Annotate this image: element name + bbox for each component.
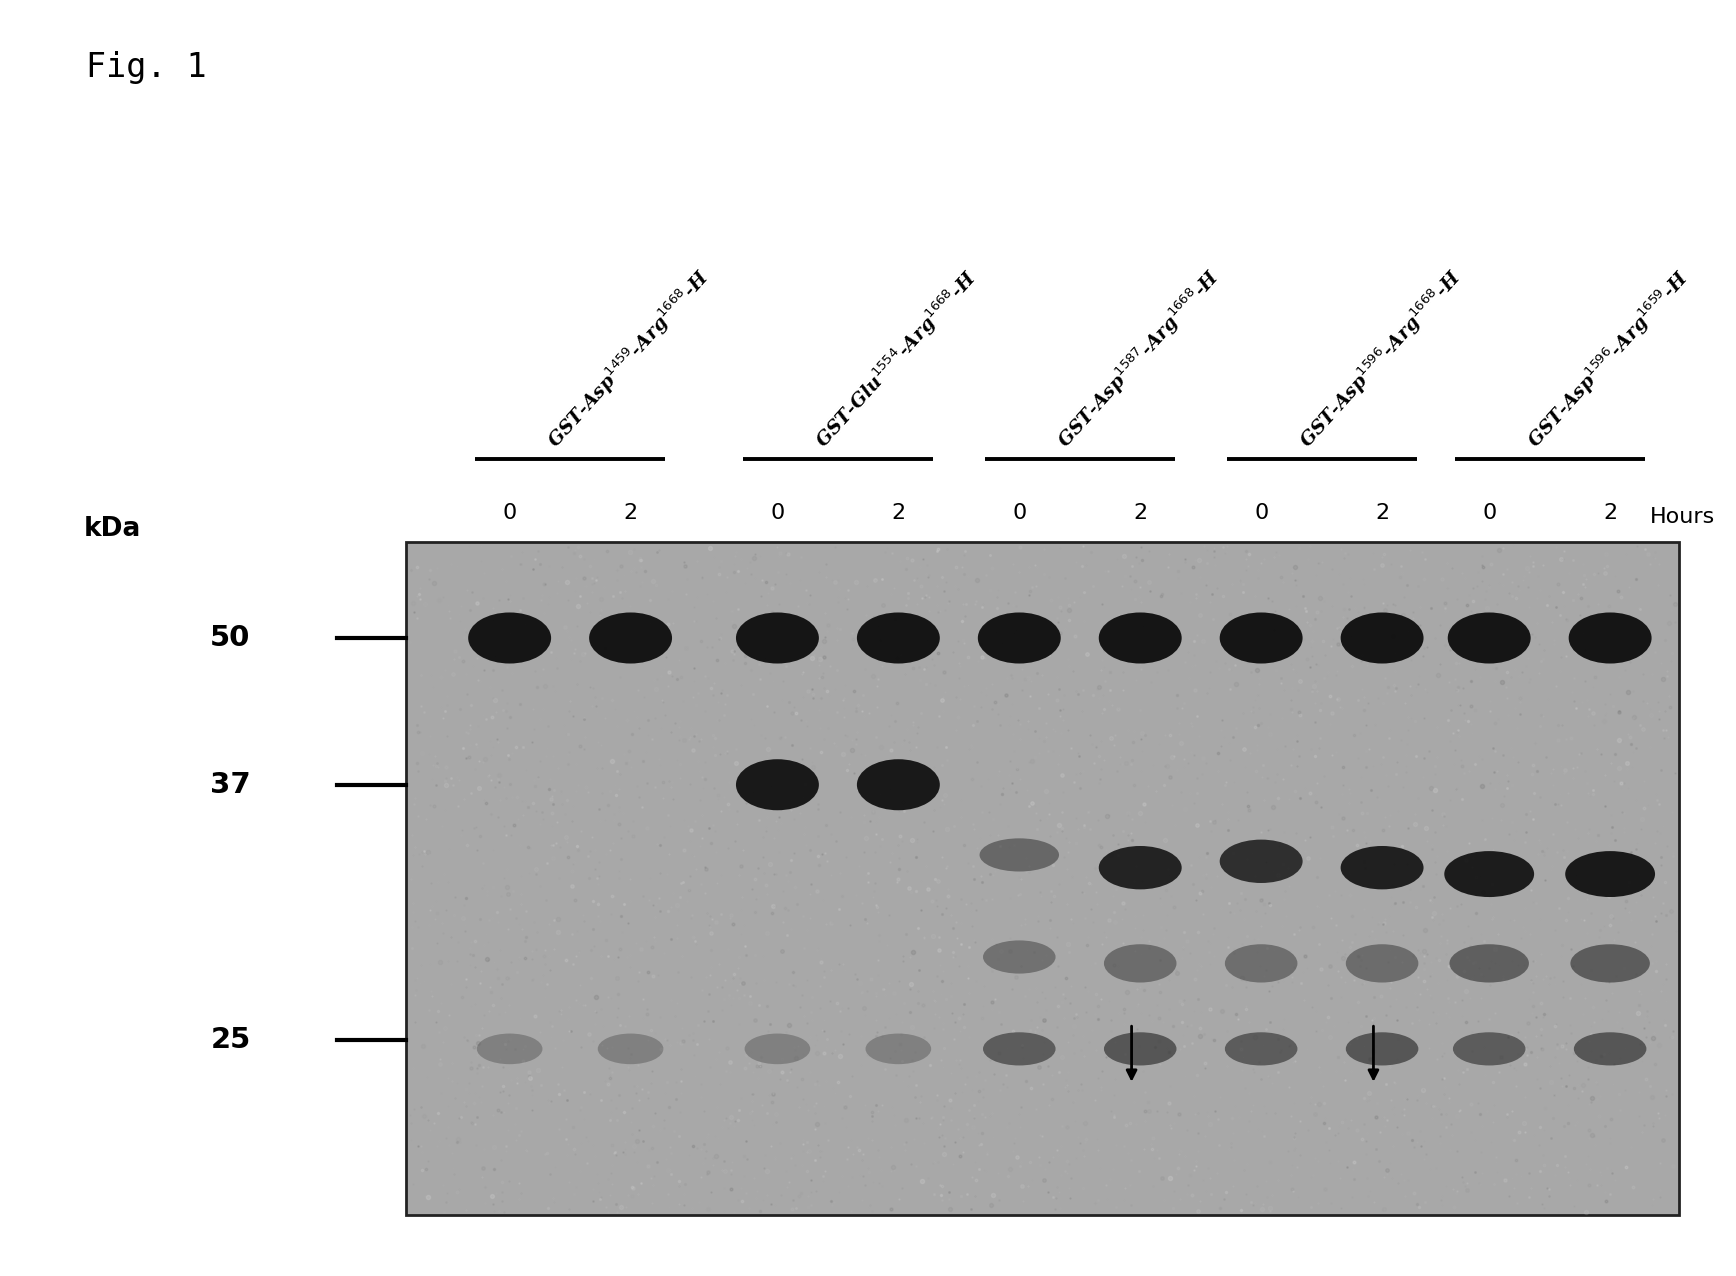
Ellipse shape: [1340, 612, 1424, 664]
Text: 0: 0: [1483, 503, 1496, 523]
Ellipse shape: [597, 1034, 663, 1064]
Ellipse shape: [1575, 1032, 1646, 1065]
Text: GST-Asp$^{1459}$-Arg$^{1668}$-H: GST-Asp$^{1459}$-Arg$^{1668}$-H: [543, 264, 715, 453]
Text: 50: 50: [210, 624, 250, 652]
Ellipse shape: [1566, 851, 1654, 897]
Text: 2: 2: [1375, 503, 1389, 523]
Ellipse shape: [477, 1034, 542, 1064]
Ellipse shape: [1220, 612, 1302, 664]
Text: 2: 2: [891, 503, 906, 523]
Ellipse shape: [1444, 851, 1535, 897]
Text: Hours: Hours: [1649, 507, 1715, 527]
Ellipse shape: [979, 838, 1059, 872]
Ellipse shape: [977, 612, 1061, 664]
Ellipse shape: [1340, 846, 1424, 889]
Text: 2: 2: [1134, 503, 1147, 523]
Ellipse shape: [983, 940, 1055, 974]
Text: GST-Asp$^{1587}$-Arg$^{1668}$-H: GST-Asp$^{1587}$-Arg$^{1668}$-H: [1052, 264, 1226, 453]
Ellipse shape: [745, 1034, 811, 1064]
Text: Fig. 1: Fig. 1: [87, 51, 207, 84]
Text: 37: 37: [210, 771, 250, 799]
Text: GST-Glu$^{1554}$-Arg$^{1668}$-H: GST-Glu$^{1554}$-Arg$^{1668}$-H: [811, 265, 983, 453]
Ellipse shape: [736, 759, 819, 810]
Ellipse shape: [1099, 846, 1182, 889]
Text: kDa: kDa: [83, 517, 141, 542]
Ellipse shape: [736, 612, 819, 664]
Ellipse shape: [866, 1034, 930, 1064]
Ellipse shape: [1220, 840, 1302, 883]
Ellipse shape: [1226, 1032, 1297, 1065]
Ellipse shape: [983, 1032, 1055, 1065]
Ellipse shape: [1104, 944, 1177, 983]
Text: 0: 0: [771, 503, 785, 523]
Text: GST-Asp$^{1596}$-Arg$^{1668}$-H: GST-Asp$^{1596}$-Arg$^{1668}$-H: [1293, 264, 1467, 453]
Ellipse shape: [1448, 612, 1531, 664]
Ellipse shape: [589, 612, 672, 664]
Ellipse shape: [1453, 1032, 1526, 1065]
Ellipse shape: [858, 759, 939, 810]
Ellipse shape: [469, 612, 550, 664]
Ellipse shape: [858, 612, 939, 664]
Text: 25: 25: [210, 1026, 250, 1054]
Ellipse shape: [1104, 1032, 1177, 1065]
Text: 2: 2: [623, 503, 637, 523]
Text: 0: 0: [1253, 503, 1269, 523]
Ellipse shape: [1345, 1032, 1418, 1065]
Text: 0: 0: [502, 503, 517, 523]
Ellipse shape: [1099, 612, 1182, 664]
Ellipse shape: [1226, 944, 1297, 983]
Ellipse shape: [1569, 612, 1651, 664]
Text: 2: 2: [1602, 503, 1618, 523]
Ellipse shape: [1571, 944, 1649, 983]
Text: 0: 0: [1012, 503, 1026, 523]
Bar: [406, 542, 1679, 1215]
Text: GST-Asp$^{1596}$-Arg$^{1659}$-H: GST-Asp$^{1596}$-Arg$^{1659}$-H: [1522, 265, 1694, 453]
Ellipse shape: [1450, 944, 1529, 983]
Ellipse shape: [1345, 944, 1418, 983]
